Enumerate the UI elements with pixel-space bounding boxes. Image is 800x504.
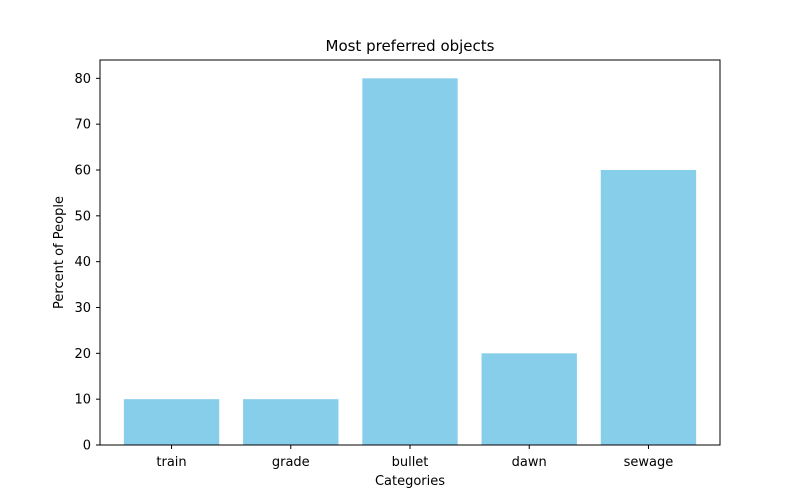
y-tick-label: 0 <box>83 439 91 454</box>
y-axis-label: Percent of People <box>52 196 67 309</box>
bar-dawn <box>481 353 577 445</box>
x-axis-ticks: train grade bullet dawn sewage <box>156 445 673 470</box>
y-tick-label: 50 <box>74 209 91 224</box>
y-tick-label: 10 <box>74 393 91 408</box>
y-tick-label: 60 <box>74 164 91 179</box>
y-axis-ticks: 0 10 20 30 40 50 60 70 80 <box>74 72 100 454</box>
plot-frame <box>99 59 721 446</box>
x-tick-label: train <box>156 455 186 470</box>
bar-train <box>123 399 220 445</box>
x-axis-label: Categories <box>375 474 445 489</box>
bars-group <box>123 78 697 445</box>
x-tick-label: bullet <box>392 455 429 470</box>
y-tick-label: 40 <box>74 255 91 270</box>
x-tick-label: dawn <box>512 455 547 470</box>
x-tick-label: sewage <box>624 455 674 470</box>
y-tick-label: 20 <box>74 347 91 362</box>
y-tick-label: 80 <box>74 72 91 87</box>
y-tick-label: 70 <box>74 118 91 133</box>
x-tick-label: grade <box>272 455 310 470</box>
bar-sewage <box>600 170 697 445</box>
y-tick-label: 30 <box>74 301 91 316</box>
bar-bullet <box>362 78 458 445</box>
bar-grade <box>243 399 339 445</box>
chart-title: Most preferred objects <box>326 37 495 55</box>
